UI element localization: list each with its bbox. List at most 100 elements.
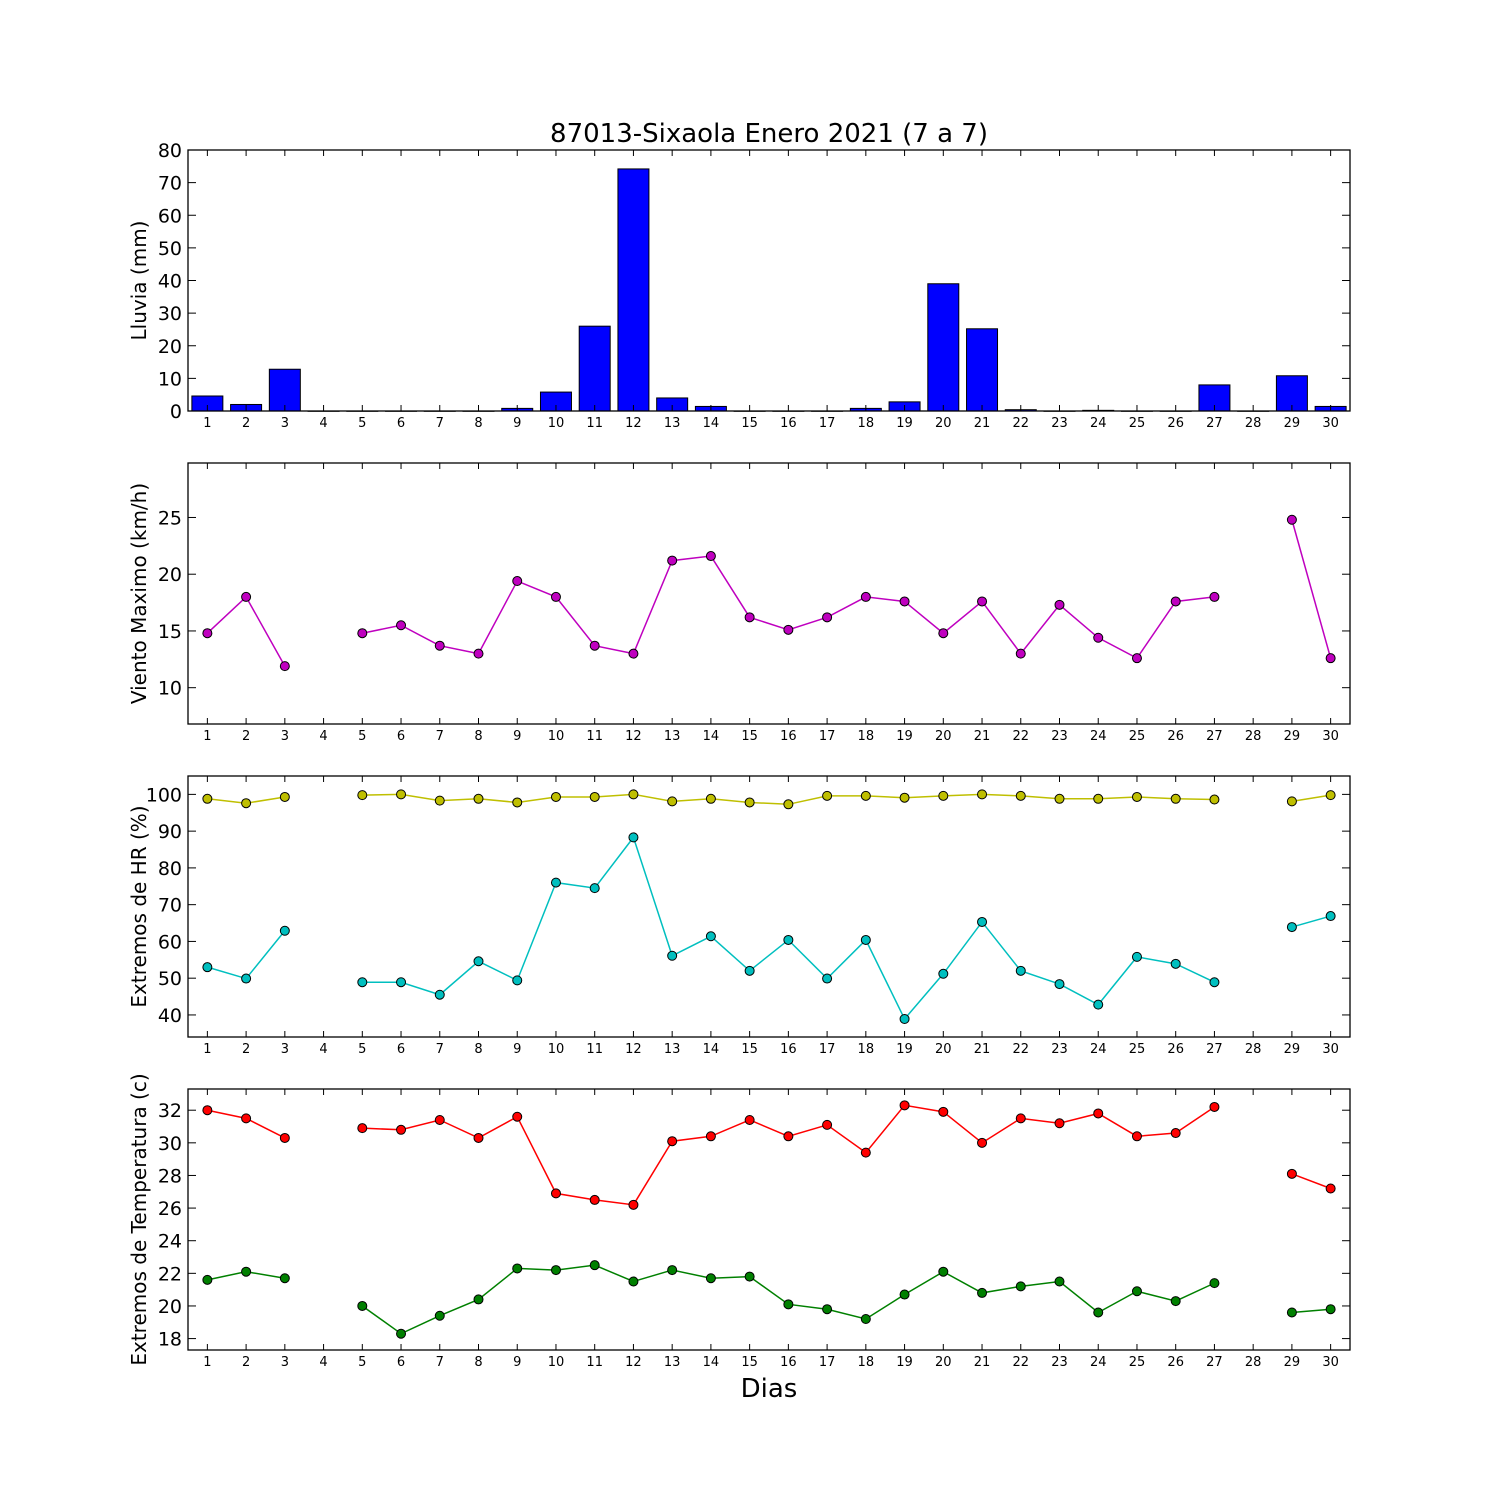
- panel-4: 1 2 3 4 5 6 7 8 9 10 11 12 13 14 15 16 17 18 19 20 21 22 23 24 2…: [127, 1073, 1351, 1370]
- x-tick-label: 14: [703, 1042, 720, 1057]
- x-tick-label: 18: [858, 729, 875, 744]
- x-tick-label: 24: [1090, 1355, 1107, 1370]
- x-tick-label: 3: [281, 1042, 289, 1057]
- series-1-point-day-2: [241, 798, 252, 809]
- series-2-point-day-23: [1054, 979, 1065, 990]
- series-2-point-day-11: [589, 1260, 600, 1271]
- series-2-point-day-2: [241, 973, 252, 984]
- x-tick-label: 10: [548, 1042, 565, 1057]
- x-tick-label: 22: [1012, 1355, 1029, 1370]
- series-1-point-day-13: [667, 1136, 678, 1147]
- x-tick-label: 30: [1322, 416, 1339, 431]
- series-1-point-day-15: [744, 1114, 755, 1125]
- series-1-point-day-15: [744, 612, 755, 623]
- x-tick-label: 20: [935, 1355, 952, 1370]
- x-axis-label: Dias: [741, 1374, 798, 1404]
- series-2-point-day-17: [822, 973, 833, 984]
- x-tick-label: 22: [1012, 1042, 1029, 1057]
- y-axis-label: Extremos de Temperatura (c): [127, 1073, 151, 1365]
- x-tick-label: 5: [358, 1042, 366, 1057]
- series-1-point-day-10: [550, 791, 561, 802]
- series-2-point-day-22: [1015, 1281, 1026, 1292]
- series-2-point-day-10: [550, 877, 561, 888]
- series-1-point-day-16: [783, 799, 794, 810]
- chart-title: 87013-Sixaola Enero 2021 (7 a 7): [550, 119, 988, 149]
- series-1-point-day-2: [241, 591, 252, 602]
- series-2-point-day-26: [1170, 958, 1181, 969]
- series-2-point-day-23: [1054, 1276, 1065, 1287]
- series-2-point-day-20: [938, 968, 949, 979]
- x-tick-label: 12: [625, 729, 642, 744]
- series-1-point-day-14: [705, 551, 716, 562]
- y-tick-label: 10: [158, 678, 182, 700]
- series-1-line: [1291, 519, 1332, 659]
- series-1-point-day-21: [977, 1137, 988, 1148]
- series-1-point-day-24: [1093, 1108, 1104, 1119]
- series-2-point-day-13: [667, 950, 678, 961]
- series-2-point-day-15: [744, 965, 755, 976]
- series-1-point-day-24: [1093, 632, 1104, 643]
- series-1-point-day-22: [1015, 790, 1026, 801]
- x-tick-label: 23: [1051, 729, 1068, 744]
- x-tick-label: 10: [548, 729, 565, 744]
- x-tick-label: 7: [436, 1355, 444, 1370]
- series-2-point-day-27: [1209, 1278, 1220, 1289]
- series-1-point-day-30: [1325, 1183, 1336, 1194]
- x-tick-label: 17: [819, 729, 836, 744]
- series-2-point-day-1: [202, 962, 213, 973]
- x-tick-label: 29: [1284, 416, 1301, 431]
- x-tick-label: 9: [513, 1042, 521, 1057]
- series-1-point-day-22: [1015, 1113, 1026, 1124]
- series-1-point-day-17: [822, 612, 833, 623]
- x-tick-label: 8: [474, 1355, 482, 1370]
- y-tick-label: 32: [158, 1100, 182, 1122]
- x-tick-label: 6: [397, 729, 405, 744]
- series-2-point-day-12: [628, 832, 639, 843]
- series-2-point-day-8: [473, 956, 484, 967]
- y-tick-label: 0: [170, 401, 182, 423]
- series-1-point-day-16: [783, 1131, 794, 1142]
- series-1-point-day-5: [357, 790, 368, 801]
- series-2-point-day-14: [705, 1273, 716, 1284]
- series-1-point-day-25: [1131, 1131, 1142, 1142]
- x-tick-label: 3: [281, 416, 289, 431]
- series-1-point-day-8: [473, 648, 484, 659]
- x-tick-label: 15: [741, 416, 758, 431]
- series-1-point-day-7: [434, 795, 445, 806]
- y-tick-label: 50: [158, 968, 182, 990]
- x-tick-label: 4: [319, 416, 327, 431]
- y-tick-label: 80: [158, 140, 182, 162]
- series-1-point-day-18: [860, 591, 871, 602]
- series-2-point-day-19: [899, 1013, 910, 1024]
- y-tick-label: 70: [158, 173, 182, 195]
- x-tick-label: 29: [1284, 1042, 1301, 1057]
- y-tick-label: 24: [158, 1231, 182, 1253]
- x-tick-label: 5: [358, 1355, 366, 1370]
- x-tick-label: 17: [819, 1042, 836, 1057]
- panel-1: 1 2 3 4 5 6 7 8 9 10 11 12 13 14 15 16 17 18 19 20 21 22 23 24 2…: [127, 140, 1351, 431]
- y-tick-label: 28: [158, 1165, 182, 1187]
- y-axis-label: Extremos de HR (%): [127, 805, 151, 1007]
- x-tick-label: 19: [896, 729, 913, 744]
- x-tick-label: 13: [664, 416, 681, 431]
- x-tick-label: 29: [1284, 1355, 1301, 1370]
- x-tick-label: 9: [513, 416, 521, 431]
- series-1-point-day-30: [1325, 790, 1336, 801]
- plot-frame: [187, 462, 1351, 725]
- series-2-point-day-18: [860, 934, 871, 945]
- bar-day-3: [268, 368, 301, 412]
- series-1-point-day-18: [860, 790, 871, 801]
- series-1-point-day-12: [628, 1199, 639, 1210]
- series-1-point-day-23: [1054, 1118, 1065, 1129]
- x-tick-label: 4: [319, 1042, 327, 1057]
- x-tick-label: 18: [858, 1042, 875, 1057]
- x-tick-label: 12: [625, 1042, 642, 1057]
- bar-day-21: [966, 328, 999, 412]
- y-tick-label: 18: [158, 1329, 182, 1351]
- series-1-point-day-14: [705, 793, 716, 804]
- y-tick-label: 100: [146, 784, 182, 806]
- series-2-point-day-27: [1209, 977, 1220, 988]
- x-tick-label: 26: [1167, 729, 1184, 744]
- x-tick-label: 15: [741, 1355, 758, 1370]
